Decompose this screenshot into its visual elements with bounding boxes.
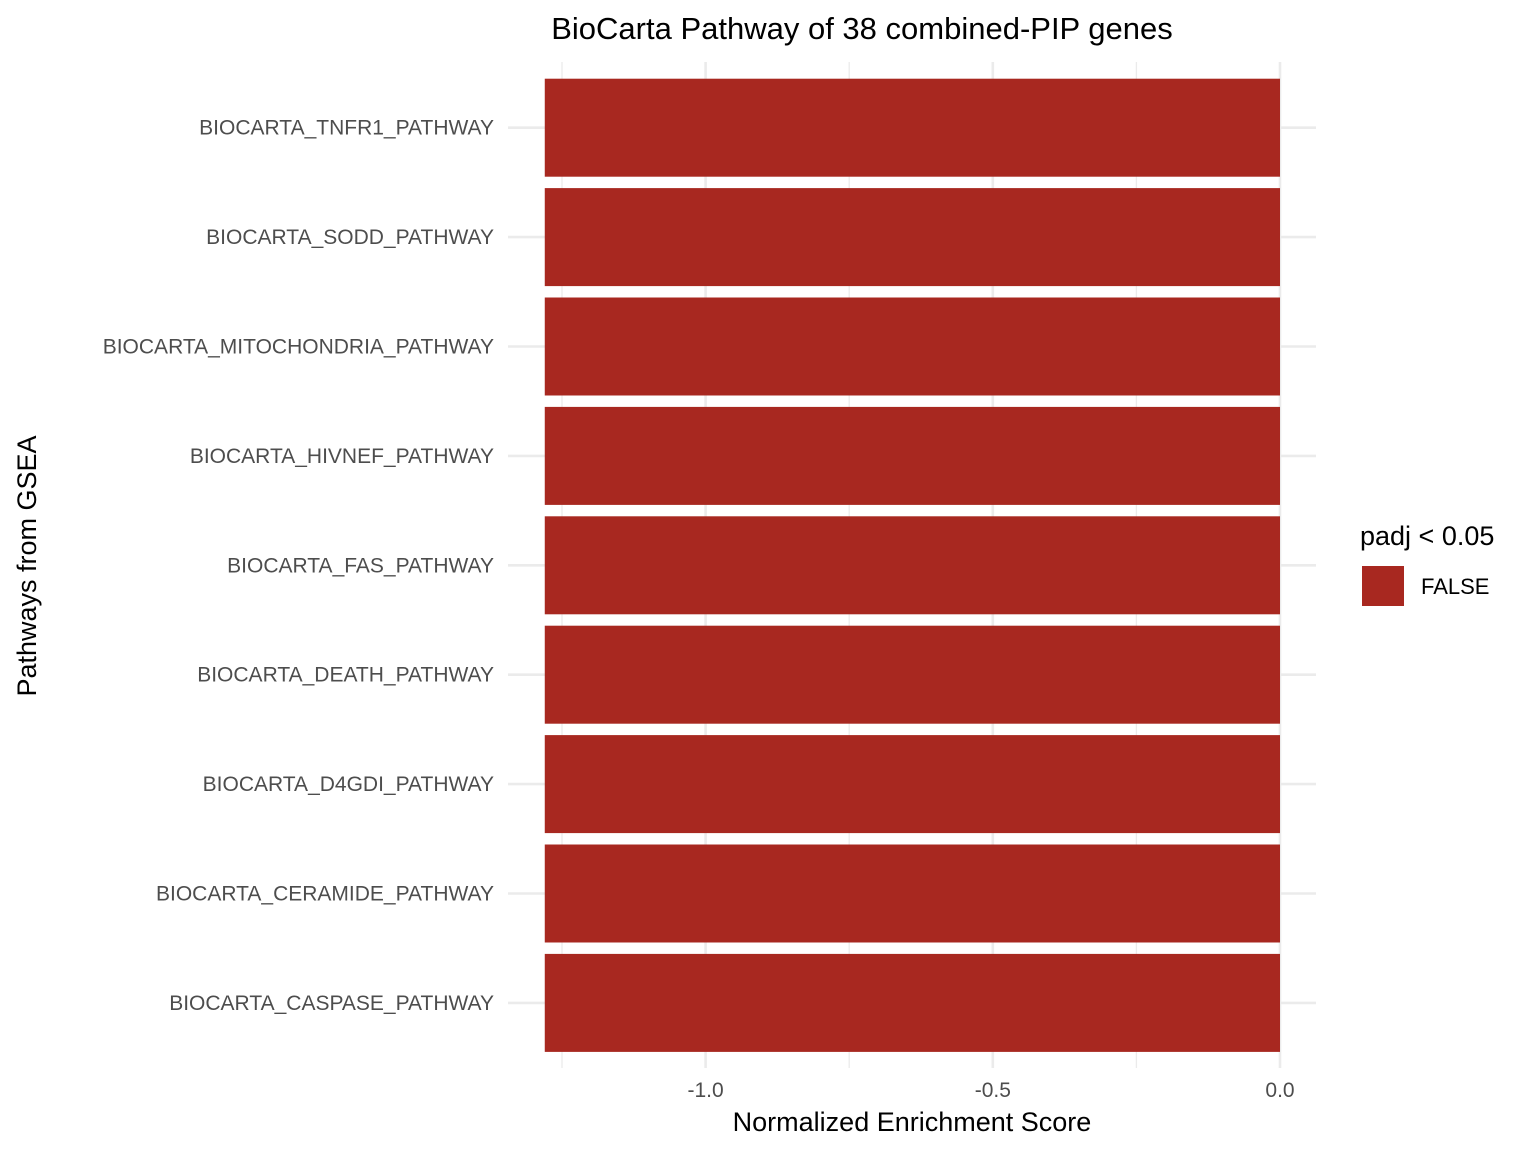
y-tick-label: BIOCARTA_D4GDI_PATHWAY — [203, 773, 494, 796]
y-tick-label: BIOCARTA_DEATH_PATHWAY — [197, 664, 494, 687]
y-tick-label: BIOCARTA_TNFR1_PATHWAY — [199, 117, 494, 140]
bar — [544, 844, 1280, 943]
bar — [544, 188, 1280, 287]
legend-swatch — [1362, 566, 1404, 606]
bar — [544, 953, 1280, 1052]
x-tick-label: -1.0 — [688, 1079, 724, 1102]
legend-title: padj < 0.05 — [1360, 521, 1494, 551]
legend: padj < 0.05 FALSE — [1360, 521, 1494, 606]
y-tick-label: BIOCARTA_CERAMIDE_PATHWAY — [156, 883, 494, 906]
x-tick-labels: -1.0 -0.5 0.0 — [688, 1079, 1295, 1102]
y-tick-label: BIOCARTA_HIVNEF_PATHWAY — [190, 445, 494, 468]
bar — [544, 297, 1280, 396]
bar — [544, 78, 1280, 177]
x-axis-title: Normalized Enrichment Score — [733, 1107, 1092, 1137]
bar — [544, 406, 1280, 505]
y-axis-title: Pathways from GSEA — [12, 435, 42, 696]
chart-title: BioCarta Pathway of 38 combined-PIP gene… — [551, 11, 1173, 46]
y-tick-label: BIOCARTA_MITOCHONDRIA_PATHWAY — [103, 336, 494, 359]
y-tick-label: BIOCARTA_CASPASE_PATHWAY — [169, 992, 494, 1015]
legend-label-false: FALSE — [1421, 574, 1489, 599]
y-tick-label: BIOCARTA_FAS_PATHWAY — [227, 554, 494, 577]
bars-layer — [544, 78, 1280, 1052]
y-tick-labels: BIOCARTA_TNFR1_PATHWAY BIOCARTA_SODD_PATH… — [103, 117, 494, 1015]
x-tick-label: 0.0 — [1265, 1079, 1294, 1102]
bar — [544, 735, 1280, 834]
y-tick-label: BIOCARTA_SODD_PATHWAY — [206, 226, 494, 249]
x-tick-label: -0.5 — [975, 1079, 1011, 1102]
bar — [544, 516, 1280, 615]
bar — [544, 625, 1280, 724]
